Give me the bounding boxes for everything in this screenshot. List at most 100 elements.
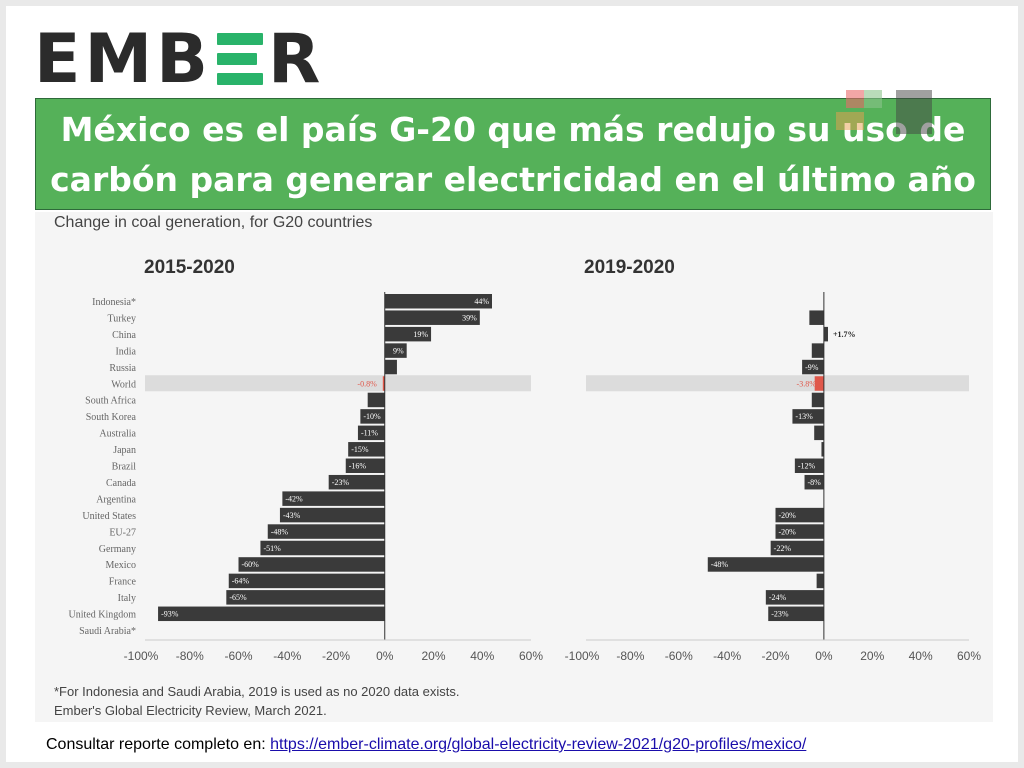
ember-logo-e-icon	[216, 33, 263, 85]
x-tick-label: 0%	[376, 649, 394, 663]
bar-argentina	[282, 491, 385, 506]
data-label: -24%	[769, 593, 787, 602]
bar-canada	[804, 474, 824, 490]
bar-india	[811, 343, 824, 358]
bar-south-korea	[792, 409, 824, 424]
bar-australia	[357, 425, 385, 441]
footer-text: Consultar reporte completo en:	[46, 736, 271, 753]
category-label: Japan	[113, 445, 136, 456]
x-tick-label: -20%	[761, 649, 789, 663]
data-label: -43%	[283, 511, 301, 520]
data-label: -51%	[263, 544, 281, 553]
data-label: 19%	[413, 330, 428, 339]
data-label: +1.7%	[833, 330, 856, 339]
chart-notes: *For Indonesia and Saudi Arabia, 2019 is…	[54, 682, 459, 720]
x-tick-label: -60%	[224, 649, 252, 663]
category-label: Mexico	[105, 560, 136, 571]
category-label: Indonesia*	[92, 297, 136, 308]
data-label: -16%	[349, 462, 367, 471]
bar-canada	[328, 474, 385, 490]
panel-title-2019-2020: 2019-2020	[584, 257, 675, 278]
bar-india	[384, 343, 407, 358]
category-label: EU-27	[109, 527, 136, 538]
bar-mexico	[707, 557, 824, 572]
data-label: -20%	[779, 527, 797, 536]
data-label: -93%	[161, 610, 179, 619]
data-label: -3.8%	[797, 379, 817, 388]
x-tick-label: -60%	[665, 649, 693, 663]
data-label: -0.8%	[357, 379, 377, 388]
bar-world	[382, 376, 385, 391]
bar-russia	[384, 359, 397, 375]
bar-brazil	[345, 458, 385, 473]
bar-russia	[802, 359, 824, 375]
headline-line-2: carbón para generar electricidad en el ú…	[50, 160, 976, 199]
bar-turkey	[809, 310, 824, 325]
bar-turkey	[384, 310, 480, 325]
category-label: Turkey	[107, 313, 136, 324]
x-tick-label: 0%	[815, 649, 833, 663]
bar-mexico	[238, 557, 385, 572]
bar-france	[228, 573, 385, 589]
category-label: United States	[82, 511, 136, 522]
bar-japan	[821, 442, 824, 457]
category-label: China	[112, 330, 136, 341]
data-label: -60%	[242, 560, 260, 569]
bar-united-kingdom	[158, 606, 385, 622]
bar-world	[814, 376, 824, 391]
chart-area	[35, 212, 993, 722]
data-label: -13%	[795, 412, 813, 421]
category-label: South Africa	[85, 396, 136, 407]
bar-indonesia-	[384, 294, 492, 309]
bar-south-africa	[367, 392, 385, 408]
note-2: Ember's Global Electricity Review, March…	[54, 703, 327, 718]
category-label: Canada	[106, 478, 137, 489]
bar-brazil	[794, 458, 824, 473]
category-label: World	[111, 379, 136, 390]
bar-united-states	[775, 507, 824, 523]
data-label: -42%	[285, 494, 303, 503]
bar-china	[823, 326, 828, 342]
category-label: Argentina	[96, 494, 136, 505]
bar-china	[384, 326, 432, 342]
category-label: Russia	[109, 363, 136, 374]
bar-italy	[765, 590, 824, 605]
x-tick-label: 60%	[519, 649, 543, 663]
category-label: India	[115, 346, 136, 357]
data-label: -11%	[361, 429, 378, 438]
data-label: -64%	[232, 577, 250, 586]
category-label: Saudi Arabia*	[79, 626, 136, 637]
bar-united-states	[279, 507, 385, 523]
data-label: -15%	[351, 445, 369, 454]
x-tick-label: -80%	[176, 649, 204, 663]
data-label: -12%	[798, 462, 816, 471]
x-tick-label: -100%	[124, 649, 159, 663]
bar-france	[816, 573, 824, 589]
category-label: Italy	[118, 593, 136, 604]
x-tick-label: -20%	[322, 649, 350, 663]
data-label: -23%	[771, 610, 789, 619]
x-tick-label: 60%	[957, 649, 981, 663]
world-highlight-band	[586, 375, 969, 392]
data-label: 9%	[393, 346, 404, 355]
data-label: -65%	[229, 593, 247, 602]
watermark-logo	[836, 90, 932, 134]
x-tick-label: 20%	[860, 649, 884, 663]
report-link[interactable]: https://ember-climate.org/global-electri…	[270, 736, 807, 753]
x-tick-label: -80%	[616, 649, 644, 663]
x-tick-label: 20%	[421, 649, 445, 663]
ember-logo: EMB R	[34, 20, 325, 99]
bar-united-kingdom	[768, 606, 824, 622]
data-label: 39%	[462, 313, 477, 322]
x-tick-label: -40%	[713, 649, 741, 663]
note-1: *For Indonesia and Saudi Arabia, 2019 is…	[54, 684, 460, 699]
world-highlight-band	[145, 375, 531, 392]
bar-eu-27	[267, 524, 385, 539]
headline-line-1: México es el país G-20 que más redujo su…	[60, 110, 966, 149]
bar-japan	[348, 442, 385, 457]
data-label: -23%	[332, 478, 350, 487]
data-label: -20%	[779, 511, 797, 520]
bar-south-africa	[811, 392, 824, 408]
headline-banner: México es el país G-20 que más redujo su…	[35, 98, 991, 210]
